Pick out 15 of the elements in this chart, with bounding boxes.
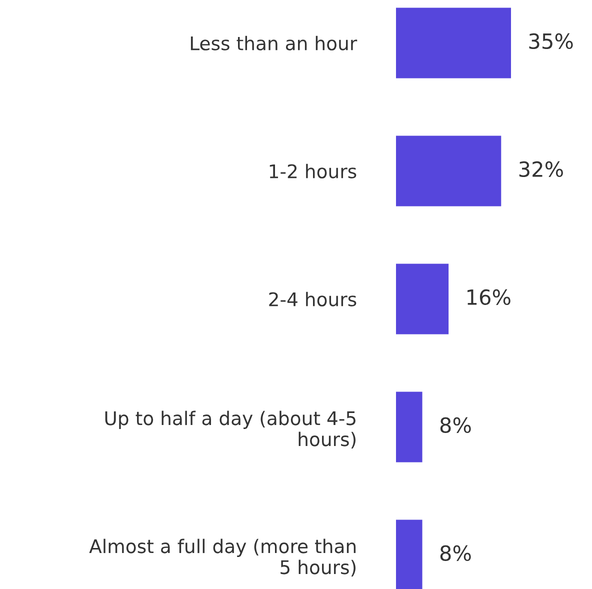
data-label: 35%	[529, 33, 573, 50]
data-label: 32%	[519, 161, 563, 178]
bar	[396, 136, 502, 206]
y-tick-label: Less than an hour	[190, 36, 358, 50]
bar	[396, 264, 449, 334]
bar	[396, 8, 511, 78]
data-label: 16%	[468, 289, 510, 306]
data-label: 8%	[440, 417, 471, 434]
bar	[396, 520, 422, 589]
bar	[396, 392, 422, 462]
data-label: 8%	[440, 545, 471, 562]
y-tick-label: 2-4 hours	[269, 292, 356, 306]
y-tick-label: Almost a full day (more than 5 hours)	[89, 538, 356, 577]
y-tick-label: Up to half a day (about 4-5 hours)	[105, 410, 356, 449]
y-tick-label: 1-2 hours	[270, 164, 356, 178]
